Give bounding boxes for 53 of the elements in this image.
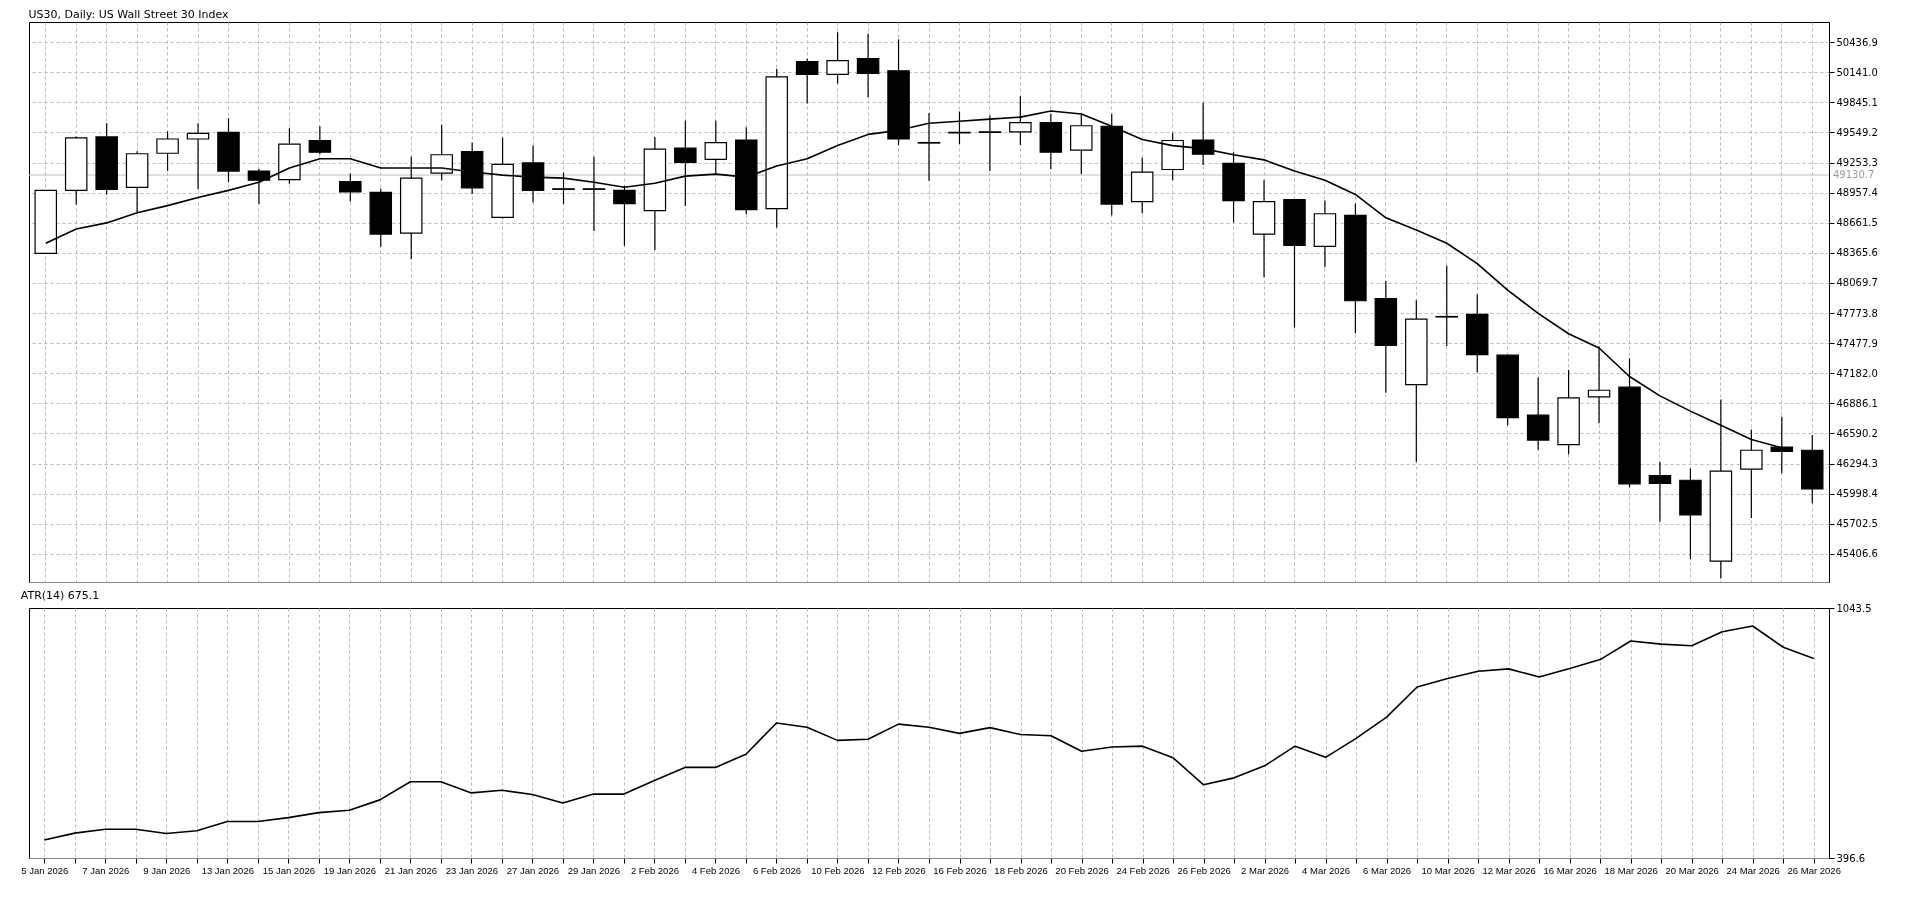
- ref-line-label: 49130.7: [1833, 169, 1875, 181]
- x-tick-label: 12 Feb 2026: [872, 864, 926, 876]
- x-tick-label: 7 Jan 2026: [82, 864, 130, 876]
- y-tick-label: 396.6: [1836, 852, 1866, 864]
- y-tick-label: 47477.9: [1836, 337, 1878, 349]
- y-tick-label: 47182.0: [1836, 367, 1878, 379]
- y-tick-label: 45702.5: [1836, 518, 1878, 530]
- y-tick-label: 48957.4: [1836, 187, 1878, 199]
- y-tick-label: 47773.8: [1836, 307, 1878, 319]
- x-tick-label: 26 Mar 2026: [1787, 864, 1841, 876]
- x-tick-label: 18 Feb 2026: [994, 864, 1048, 876]
- y-tick-label: 48365.6: [1836, 247, 1878, 259]
- y-tick-label: 1043.5: [1836, 602, 1872, 614]
- x-tick-label: 4 Feb 2026: [691, 864, 740, 876]
- y-tick-label: 45998.4: [1836, 488, 1878, 500]
- y-tick-label: 50141.0: [1836, 66, 1878, 78]
- x-tick-label: 26 Feb 2026: [1177, 864, 1231, 876]
- x-tick-label: 12 Mar 2026: [1482, 864, 1536, 876]
- y-tick-label: 49253.3: [1836, 157, 1878, 169]
- x-tick-label: 20 Feb 2026: [1055, 864, 1109, 876]
- y-tick-label: 49549.2: [1836, 126, 1878, 138]
- x-tick-label: 10 Feb 2026: [811, 864, 865, 876]
- x-tick-label: 19 Jan 2026: [323, 864, 376, 876]
- y-tick-label: 49845.1: [1836, 96, 1878, 108]
- x-tick-label: 13 Jan 2026: [201, 864, 254, 876]
- y-tick-label: 46590.2: [1836, 427, 1878, 439]
- x-tick-label: 18 Mar 2026: [1604, 864, 1658, 876]
- x-tick-label: 10 Mar 2026: [1421, 864, 1475, 876]
- x-tick-label: 16 Feb 2026: [933, 864, 987, 876]
- y-tick-label: 46294.3: [1836, 458, 1878, 470]
- chart-title: US30, Daily: US Wall Street 30 Index: [28, 8, 229, 21]
- chart-title: ATR(14) 675.1: [20, 589, 100, 602]
- y-tick-label: 45406.6: [1836, 548, 1878, 560]
- x-tick-label: 15 Jan 2026: [262, 864, 315, 876]
- x-tick-label: 27 Jan 2026: [506, 864, 560, 876]
- x-tick-label: 6 Feb 2026: [752, 864, 801, 876]
- x-tick-label: 5 Jan 2026: [21, 864, 69, 876]
- x-tick-label: 9 Jan 2026: [143, 864, 191, 876]
- x-tick-label: 23 Jan 2026: [445, 864, 499, 876]
- x-tick-label: 20 Mar 2026: [1665, 864, 1719, 876]
- y-tick-label: 48069.7: [1836, 277, 1878, 289]
- y-tick-label: 50436.9: [1836, 36, 1878, 48]
- x-tick-label: 21 Jan 2026: [384, 864, 437, 876]
- x-tick-label: 24 Feb 2026: [1116, 864, 1170, 876]
- y-tick-label: 48661.5: [1836, 217, 1878, 229]
- x-tick-label: 2 Mar 2026: [1241, 864, 1290, 876]
- x-tick-label: 2 Feb 2026: [630, 864, 679, 876]
- x-tick-label: 6 Mar 2026: [1363, 864, 1412, 876]
- x-tick-label: 4 Mar 2026: [1302, 864, 1351, 876]
- x-tick-label: 24 Mar 2026: [1726, 864, 1780, 876]
- x-tick-label: 16 Mar 2026: [1543, 864, 1597, 876]
- x-tick-label: 29 Jan 2026: [567, 864, 621, 876]
- y-tick-label: 46886.1: [1836, 397, 1878, 409]
